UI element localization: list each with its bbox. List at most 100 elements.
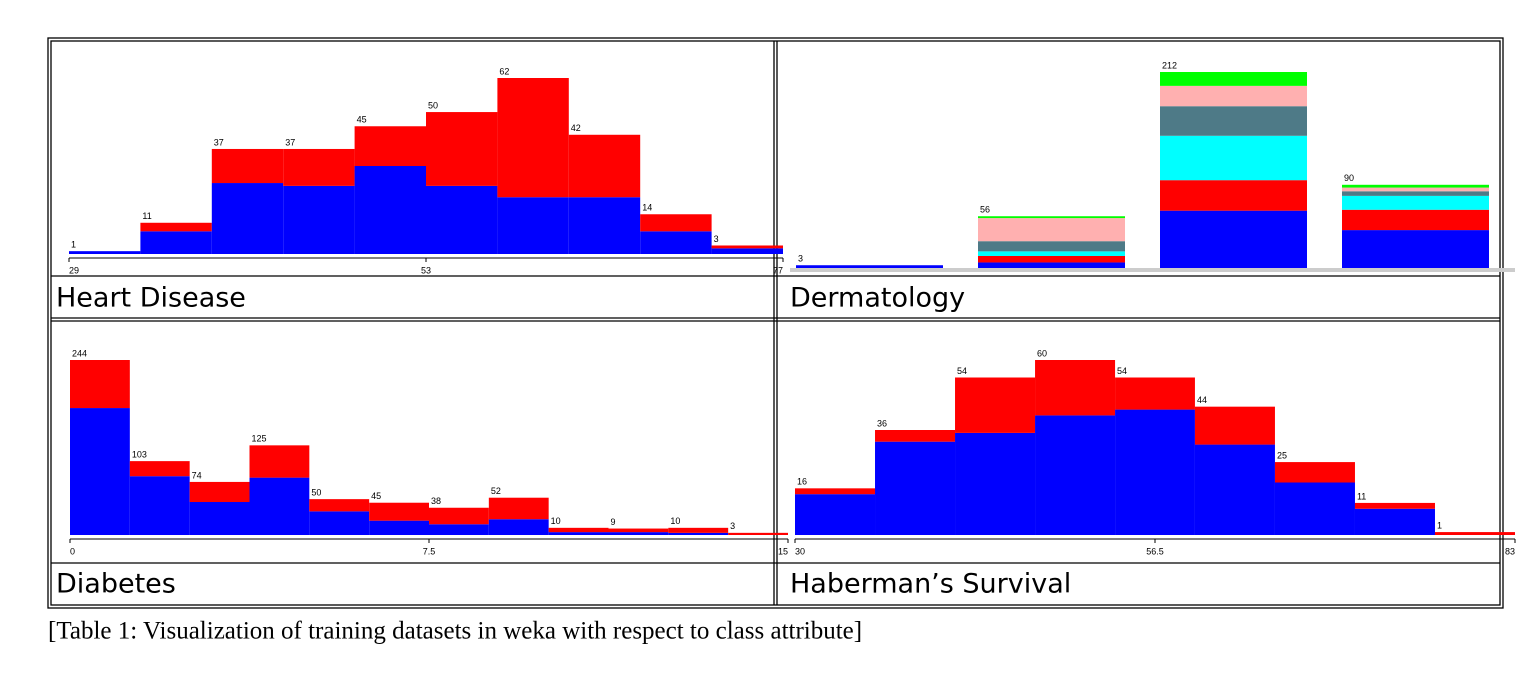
total-label: 37 — [214, 137, 224, 147]
total-label: 42 — [571, 123, 581, 133]
total-label: 3 — [798, 254, 803, 264]
x-tick-label: 56.5 — [1146, 546, 1164, 556]
total-label: 62 — [499, 66, 509, 76]
bar-segment — [795, 488, 876, 495]
bar-segment — [309, 511, 370, 535]
bar-segment — [608, 532, 669, 535]
x-tick-label: 83 — [1505, 546, 1515, 556]
bar-segment — [668, 532, 729, 535]
bar-segment — [211, 183, 284, 254]
bar-segment — [70, 360, 130, 409]
caption: [Table 1: Visualization of training data… — [48, 618, 862, 645]
total-label: 44 — [1197, 395, 1207, 405]
total-label: 10 — [551, 516, 561, 526]
axis-strip — [790, 268, 1515, 272]
cell-title: Dermatology — [790, 283, 965, 314]
bar-segment — [497, 78, 569, 198]
total-label: 45 — [371, 491, 381, 501]
total-label: 50 — [428, 100, 438, 110]
bar-segment — [796, 265, 943, 268]
bar-segment — [978, 255, 1125, 263]
bar-segment — [1115, 409, 1195, 535]
total-label: 9 — [611, 517, 616, 527]
bar-segment — [1342, 184, 1489, 188]
bar-segment — [1274, 482, 1355, 535]
bar-segment — [1274, 462, 1355, 483]
total-label: 212 — [1162, 60, 1177, 70]
bar-segment — [249, 445, 310, 478]
bar-segment — [640, 231, 712, 254]
total-label: 74 — [192, 470, 202, 480]
bar-segment — [189, 502, 250, 535]
x-tick-label: 7.5 — [423, 546, 436, 556]
bar-segment — [1035, 415, 1116, 535]
total-label: 36 — [877, 418, 887, 428]
bar-segment — [369, 520, 429, 535]
bar-segment — [1342, 195, 1489, 210]
x-tick-label: 53 — [421, 265, 431, 275]
total-label: 45 — [357, 115, 367, 125]
total-label: 1 — [71, 240, 76, 250]
bar-segment — [429, 524, 489, 535]
outer-border-inner — [50, 40, 1501, 606]
bar-segment — [369, 502, 429, 521]
bar-segment — [140, 222, 212, 232]
bar-segment — [429, 507, 489, 525]
bar-segment — [140, 231, 212, 254]
total-label: 10 — [670, 516, 680, 526]
total-label: 11 — [142, 211, 151, 221]
bar-segment — [426, 185, 498, 254]
bar-segment — [1160, 135, 1307, 181]
bar-segment — [354, 166, 426, 254]
bar-segment — [955, 432, 1036, 535]
bar-segment — [978, 216, 1125, 219]
bar-segment — [1194, 406, 1275, 445]
bar-segment — [875, 441, 956, 535]
bar-segment — [1035, 360, 1116, 416]
bar-segment — [283, 185, 355, 254]
bar-segment — [69, 251, 141, 254]
total-label: 54 — [1117, 366, 1127, 376]
bar-segment — [795, 494, 876, 535]
bar-segment — [568, 197, 641, 254]
bar-segment — [978, 241, 1125, 252]
bar-segment — [548, 532, 609, 535]
bar-segment — [1354, 508, 1435, 535]
bar-segment — [568, 134, 641, 198]
bar-segment — [668, 527, 729, 533]
total-label: 3 — [714, 234, 719, 244]
bar-segment — [426, 112, 498, 186]
bar-segment — [70, 408, 130, 535]
bar-segment — [1160, 180, 1307, 211]
x-tick-label: 29 — [69, 265, 79, 275]
bar-segment — [1194, 444, 1275, 535]
bar-segment — [608, 528, 669, 533]
total-label: 50 — [311, 488, 321, 498]
bar-segment — [728, 532, 788, 535]
bar-segment — [129, 461, 190, 477]
cell-title: Haberman’s Survival — [790, 569, 1071, 600]
bar-segment — [548, 527, 609, 533]
total-label: 3 — [730, 521, 735, 531]
bar-segment — [1342, 209, 1489, 231]
bar-segment — [129, 476, 190, 535]
bar-segment — [978, 218, 1125, 242]
bar-segment — [1160, 210, 1307, 268]
total-label: 125 — [252, 434, 267, 444]
bar-segment — [711, 245, 783, 249]
bar-segment — [640, 214, 712, 232]
total-label: 56 — [980, 205, 990, 215]
bar-segment — [189, 481, 250, 503]
bar-segment — [1434, 532, 1515, 535]
bar-segment — [1160, 72, 1307, 86]
bar-segment — [1160, 85, 1307, 107]
bar-segment — [1354, 502, 1435, 509]
x-tick-label: 30 — [795, 546, 805, 556]
total-label: 14 — [642, 203, 652, 213]
total-label: 38 — [431, 496, 441, 506]
bar-segment — [1342, 187, 1489, 192]
total-label: 103 — [132, 450, 147, 460]
total-label: 54 — [957, 366, 967, 376]
bar-segment — [354, 126, 426, 166]
